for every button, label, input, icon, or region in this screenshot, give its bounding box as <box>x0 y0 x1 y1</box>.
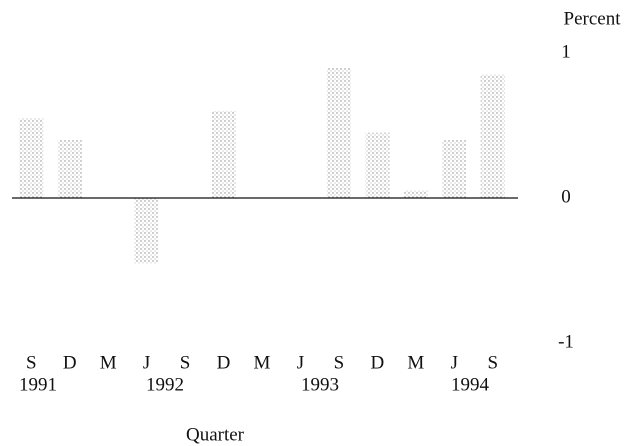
bar <box>57 140 82 198</box>
x-tick-label: J <box>451 352 458 373</box>
bar <box>211 111 236 198</box>
y-tick-label: 1 <box>561 41 571 62</box>
y-axis-label: Percent <box>564 8 622 29</box>
x-tick-label: S <box>26 352 37 373</box>
x-tick-label: D <box>371 352 385 373</box>
year-label: 1992 <box>146 374 184 395</box>
x-tick-label: S <box>487 352 498 373</box>
bar <box>134 198 159 264</box>
year-label: 1991 <box>19 374 57 395</box>
bar <box>19 118 44 198</box>
x-tick-label: M <box>100 352 117 373</box>
x-tick-label: M <box>407 352 424 373</box>
x-tick-label: J <box>297 352 304 373</box>
bar <box>480 74 505 198</box>
x-tick-label: S <box>180 352 191 373</box>
year-label: 1993 <box>301 374 339 395</box>
y-tick-label: 0 <box>561 186 571 207</box>
bar <box>365 132 390 198</box>
x-tick-label: D <box>63 352 77 373</box>
x-tick-label: D <box>217 352 231 373</box>
x-axis-label: Quarter <box>186 424 245 445</box>
bar <box>326 67 351 198</box>
x-tick-label: J <box>143 352 150 373</box>
x-tick-label: S <box>334 352 345 373</box>
y-tick-label: -1 <box>558 331 574 352</box>
bar <box>403 190 428 198</box>
bar <box>442 140 467 198</box>
x-tick-label: M <box>254 352 271 373</box>
year-label: 1994 <box>451 374 490 395</box>
